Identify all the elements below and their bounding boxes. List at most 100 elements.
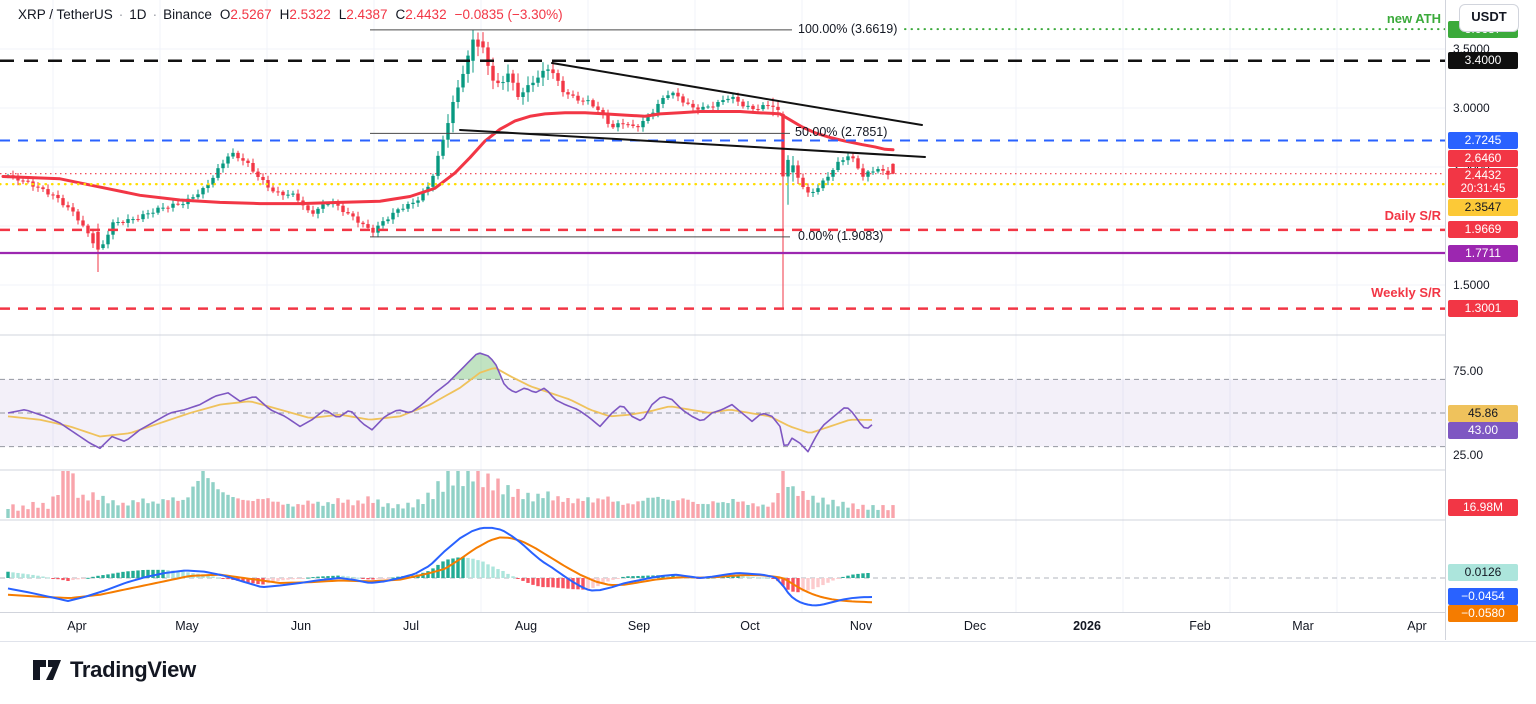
macd-histogram-bar [61,578,65,581]
symbol-name[interactable]: XRP / TetherUS [18,7,113,22]
macd-histogram-bar [366,578,370,580]
volume-bar [211,482,215,518]
candle-body [91,233,95,244]
candle-body [156,207,160,213]
candle-body [381,221,385,226]
volume-bar [296,504,300,518]
volume-bar [381,506,385,518]
candle-body [121,221,125,223]
candle-body [546,69,550,71]
volume-bar [821,497,825,518]
macd-histogram-bar [141,570,145,578]
macd-histogram-bar [26,574,30,578]
volume-bar [576,498,580,518]
macd-histogram-bar [751,576,755,578]
price-label-weekly-sr: 1.3001 [1448,300,1518,318]
macd-histogram-bar [741,576,745,578]
macd-histogram-bar [106,574,110,578]
candle-body [466,55,470,74]
candle-body [631,124,635,126]
macd-histogram-bar [356,577,360,579]
volume-bar [486,473,490,518]
volume-bar [46,508,50,518]
volume-bar [41,502,45,518]
macd-histogram-bar [361,578,365,579]
volume-bar [131,500,135,518]
rsi-label: 45.86 [1448,405,1518,423]
candle-body [131,219,135,221]
candle-body [781,113,785,177]
chart-canvas[interactable]: XRP / TetherUS · 1D · Binance O2.5267 H2.5322 L… [0,0,1445,640]
macd-histogram-bar [81,578,85,579]
time-axis-label: Jun [290,619,312,633]
volume-bar [251,501,255,518]
macd-histogram-bar [286,578,290,580]
volume-bar [736,501,740,518]
volume-bar [456,471,460,518]
candle-body [571,94,575,96]
volume-bar [146,503,150,518]
macd-histogram-bar [111,573,115,578]
candle-body [736,96,740,102]
volume-bar [336,498,340,518]
macd-histogram-bar [536,578,540,587]
volume-bar [606,496,610,518]
macd-histogram-bar [786,578,790,590]
macd-histogram-bar [521,578,525,581]
macd-histogram-bar [121,571,125,578]
open-value: 2.5267 [230,7,272,22]
macd-histogram-bar [316,576,320,578]
volume-bar [371,502,375,518]
volume-bar [216,489,220,518]
candle-body [791,165,795,173]
volume-bar [321,505,325,518]
rsi-overbought-fill [452,352,502,380]
macd-histogram-bar [351,576,355,578]
volume-bar [111,500,115,518]
macd-histogram-bar [206,575,210,578]
exchange[interactable]: Binance [163,7,212,22]
volume-bar [691,501,695,518]
new-ath-label: new ATH [1386,11,1441,26]
candle-body [371,227,375,233]
volume-bar [516,488,520,518]
candle-body [76,211,80,221]
macd-histogram-bar [251,578,255,584]
time-axis[interactable]: Apr May Jun Jul Aug Sep Oct Nov Dec 2026 Feb Mar Apr [0,612,1536,642]
volume-bar [366,496,370,518]
macd-histogram-bar [476,560,480,578]
volume-bar [231,497,235,518]
volume-bar [856,509,860,518]
candle-body [801,177,805,187]
currency-toggle-button[interactable]: USDT [1459,4,1519,32]
macd-histogram-bar [41,576,45,578]
candle-body [261,176,265,181]
price-axis[interactable]: 3.50003.00002.50001.500075.0025.003.6687… [1445,0,1536,640]
candle-body [216,168,220,178]
time-axis-label: Apr [67,619,87,633]
macd-histogram-bar [571,578,575,590]
macd-histogram-bar [761,577,765,579]
interval[interactable]: 1D [129,7,147,22]
symbol-header[interactable]: XRP / TetherUS · 1D · Binance O2.5267 H2.5322 L… [18,7,563,22]
volume-bar [271,501,275,518]
volume-bar [846,507,850,518]
candle-body [256,171,260,177]
macd-histogram-bar [216,577,220,579]
macd-histogram-bar [86,577,90,579]
volume-bar [66,471,70,518]
volume-bar [711,501,715,518]
candle-body [881,168,885,171]
macd-histogram-bar [281,578,285,581]
volume-bar [881,505,885,518]
volume-bar [61,471,65,518]
tradingview-logo[interactable]: TradingView [32,657,196,683]
volume-bar [621,504,625,518]
candle-body [811,191,815,193]
candle-body [726,98,730,101]
macd-histogram-bar [331,575,335,578]
candle-body [721,100,725,103]
candle-body [171,203,175,208]
volume-bar [406,502,410,518]
volume-bar [851,503,855,518]
